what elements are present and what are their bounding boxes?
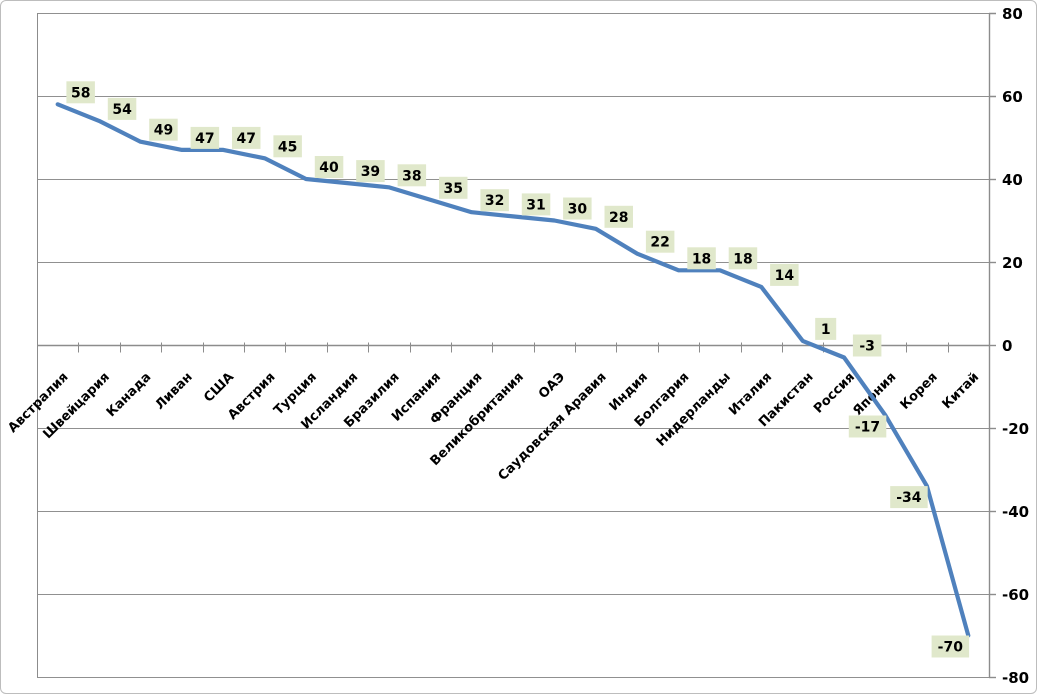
y-axis-tick-label: -60 <box>1002 586 1029 604</box>
y-axis-tick-label: 0 <box>1002 337 1012 355</box>
data-label: 32 <box>480 189 509 212</box>
data-label-box <box>480 189 509 212</box>
data-label-value: 1 <box>821 322 831 338</box>
data-label-box <box>728 247 758 270</box>
data-label-value: 45 <box>278 139 297 155</box>
data-label: -70 <box>931 635 970 658</box>
data-label-box <box>356 160 385 183</box>
data-label-value: -34 <box>896 490 922 506</box>
data-label-value: 32 <box>485 193 504 209</box>
data-label-box <box>890 486 928 509</box>
x-axis-category-label: Китай <box>940 370 983 413</box>
data-label-box <box>563 197 592 220</box>
data-label-box <box>107 97 137 120</box>
data-label: 14 <box>770 263 799 286</box>
data-label-value: -17 <box>855 420 880 436</box>
data-label-value: 28 <box>609 210 628 226</box>
y-axis-tick-label: 20 <box>1002 254 1023 272</box>
data-label-box <box>314 156 344 178</box>
y-axis-tick-label: -80 <box>1002 669 1029 687</box>
series-line <box>55 102 971 638</box>
data-label-box <box>604 205 633 228</box>
data-label-box <box>815 317 837 340</box>
data-label: 18 <box>728 247 758 270</box>
data-label: 38 <box>397 164 427 187</box>
data-label-box <box>770 263 799 286</box>
data-label-value: 31 <box>526 197 545 213</box>
data-label-box <box>439 176 468 199</box>
data-label-value: 58 <box>71 85 90 101</box>
data-label: 22 <box>645 230 675 253</box>
data-label: 45 <box>273 135 302 158</box>
data-label-box <box>190 126 220 149</box>
data-label-value: 47 <box>195 131 214 147</box>
data-label-value: 18 <box>733 251 752 267</box>
x-axis-category-label: Ливан <box>153 370 196 413</box>
data-label-value: 54 <box>112 102 132 118</box>
data-label: -3 <box>852 334 882 357</box>
data-label: 28 <box>604 205 633 228</box>
data-label: 58 <box>66 81 95 104</box>
data-label-value: 39 <box>361 164 380 180</box>
data-label-box <box>397 164 427 187</box>
y-axis-tick-label: -20 <box>1002 420 1029 438</box>
data-label-box <box>273 135 302 158</box>
data-label-value: 22 <box>650 235 669 251</box>
data-label-box <box>232 126 261 149</box>
data-label: 47 <box>232 126 261 149</box>
x-axis-category-label: США <box>201 370 237 406</box>
data-label-box <box>645 230 675 253</box>
data-label-box <box>66 81 95 104</box>
data-label-value: 49 <box>154 123 173 139</box>
data-label-value: 30 <box>568 202 588 218</box>
data-label: 49 <box>149 118 178 141</box>
data-label: 54 <box>107 97 137 120</box>
data-label: 39 <box>356 160 385 183</box>
x-axis-category-label: ОАЭ <box>536 370 568 402</box>
data-label-value: 47 <box>237 131 256 147</box>
x-axis-category-label: Корея <box>898 370 941 413</box>
data-label: -34 <box>890 486 928 509</box>
data-label-box <box>931 635 970 658</box>
data-label-box <box>848 415 887 438</box>
data-label-value: 18 <box>692 251 711 267</box>
data-label: 18 <box>687 247 716 270</box>
data-label-value: 35 <box>443 181 462 197</box>
data-label-value: 14 <box>775 268 795 284</box>
data-label-box <box>521 193 551 216</box>
data-label: 40 <box>314 156 344 178</box>
data-label: 35 <box>439 176 468 199</box>
y-axis-tick-label: -40 <box>1002 503 1029 521</box>
data-label-value: -70 <box>938 640 964 656</box>
y-axis-tick-label: 40 <box>1002 171 1023 189</box>
data-label: 30 <box>563 197 592 220</box>
data-label-value: -3 <box>859 338 875 354</box>
x-axis-category-label: Канада <box>104 370 155 421</box>
data-label-box <box>852 334 882 357</box>
data-label-box <box>687 247 716 270</box>
x-axis-category-label: Нидерланды <box>654 370 734 450</box>
data-label: 1 <box>815 317 837 340</box>
data-label-box <box>149 118 178 141</box>
data-label-value: 38 <box>402 168 421 184</box>
y-axis-tick-label: 80 <box>1002 5 1023 23</box>
data-label-value: 40 <box>319 160 339 176</box>
data-label: 47 <box>190 126 220 149</box>
data-label: -17 <box>848 415 887 438</box>
data-label: 31 <box>521 193 551 216</box>
y-axis-tick-label: 60 <box>1002 88 1023 106</box>
